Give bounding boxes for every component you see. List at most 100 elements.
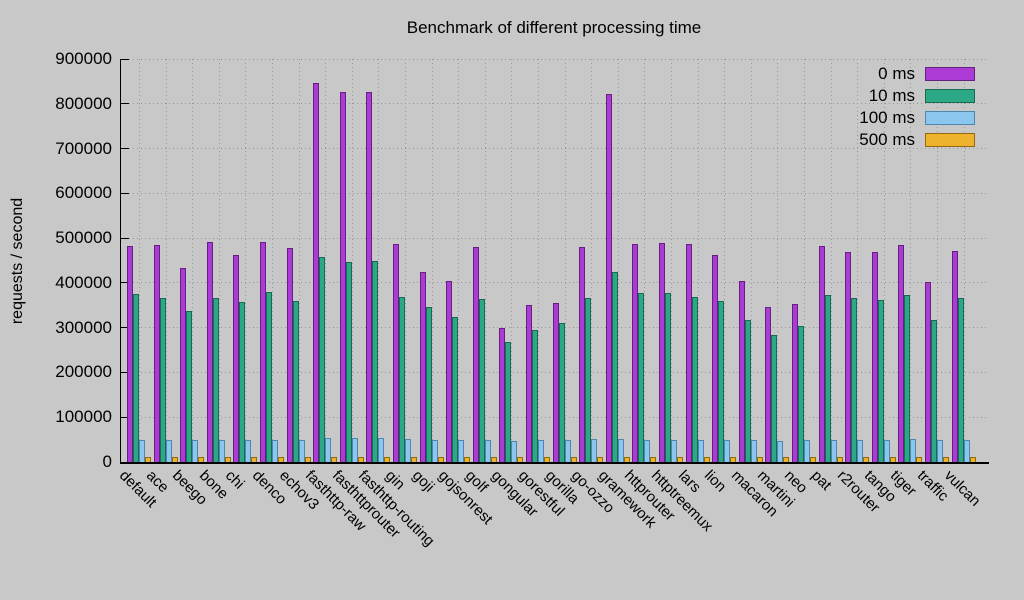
y-axis-label-wrap: requests / second [0,59,36,462]
bar-100ms [192,440,199,462]
bar-100ms [804,440,810,462]
legend-label: 10 ms [868,86,915,105]
v-gridline [431,59,433,462]
legend-swatch [925,133,975,147]
bar-10ms [345,262,352,462]
legend-label: 100 ms [859,108,915,127]
bar-0ms [579,247,586,462]
y-tick-label: 900000 [55,49,112,68]
plot-area: 0 ms 10 ms 100 ms 500 ms [120,58,989,464]
bar-0ms [206,242,213,462]
y-tick-label: 0 [102,452,112,471]
bar-0ms [393,244,399,462]
legend-swatch [925,67,975,81]
legend-label: 500 ms [859,130,915,149]
v-gridline [883,59,885,462]
bar-500ms [889,457,896,462]
bar-500ms [331,457,338,462]
bar-100ms [298,440,305,462]
bar-500ms [623,457,630,462]
bar-500ms [703,457,710,462]
bar-500ms [756,457,763,462]
v-gridline [405,59,406,462]
bar-500ms [437,457,444,462]
bar-cluster [632,244,657,462]
v-gridline [671,59,672,462]
x-tick-label: lion [701,467,730,496]
bar-100ms [564,440,571,462]
bar-cluster [180,268,205,462]
y-tick-mark [121,148,129,150]
bar-0ms [260,242,266,462]
bar-10ms [399,297,405,462]
bar-10ms [931,320,937,462]
bar-100ms [644,440,651,462]
bar-500ms [198,457,205,462]
v-gridline [484,59,486,462]
bar-500ms [517,457,524,462]
bar-500ms [490,457,497,462]
bar-0ms [659,243,665,462]
v-gridline [644,59,646,462]
bar-100ms [830,440,837,462]
bar-0ms [818,246,825,462]
v-gridline [218,59,220,462]
bar-10ms [638,293,645,462]
bar-100ms [883,440,890,462]
bar-10ms [904,295,911,462]
bar-cluster [366,92,391,462]
bar-0ms [526,305,532,462]
y-tick-mark [121,416,129,418]
v-gridline [857,59,859,462]
bar-100ms [777,441,784,462]
bar-cluster [472,247,497,462]
bar-100ms [325,438,332,462]
y-tick-label: 600000 [55,183,112,203]
y-tick-mark [121,237,129,239]
bar-cluster [738,281,763,462]
bar-0ms [286,248,293,462]
bar-10ms [665,293,671,462]
bar-10ms [718,301,725,462]
bar-cluster [419,272,444,462]
v-gridline [245,59,247,462]
bar-10ms [159,298,166,462]
legend-row: 100 ms [849,108,975,127]
bar-0ms [233,255,240,462]
bar-100ms [617,439,624,462]
h-gridline [121,282,989,284]
bar-0ms [712,255,719,462]
bar-10ms [425,307,432,462]
v-gridline [192,59,194,462]
y-tick-mark [121,282,129,284]
bar-cluster [951,251,976,462]
bar-500ms [650,457,657,462]
bar-10ms [691,297,698,462]
bar-100ms [511,441,518,462]
bar-10ms [452,317,459,462]
v-gridline [139,59,140,462]
y-tick-mark [121,103,129,105]
bar-100ms [351,438,358,462]
bar-500ms [304,457,311,462]
bar-0ms [951,251,958,462]
bar-500ms [969,457,976,462]
v-gridline [511,59,513,462]
bar-0ms [180,268,187,462]
legend: 0 ms 10 ms 100 ms 500 ms [849,64,975,149]
bar-500ms [810,457,816,462]
bar-0ms [446,281,453,462]
bar-0ms [898,245,905,462]
bar-100ms [591,439,598,462]
bar-100ms [165,440,172,462]
bar-10ms [824,295,831,462]
bar-cluster [818,246,843,462]
bar-100ms [405,439,411,462]
bar-10ms [372,261,379,462]
bar-0ms [765,307,772,462]
bar-cluster [685,244,710,462]
bar-500ms [464,457,471,462]
y-tick-mark [121,371,129,373]
bar-500ms [863,457,870,462]
bar-500ms [570,457,577,462]
